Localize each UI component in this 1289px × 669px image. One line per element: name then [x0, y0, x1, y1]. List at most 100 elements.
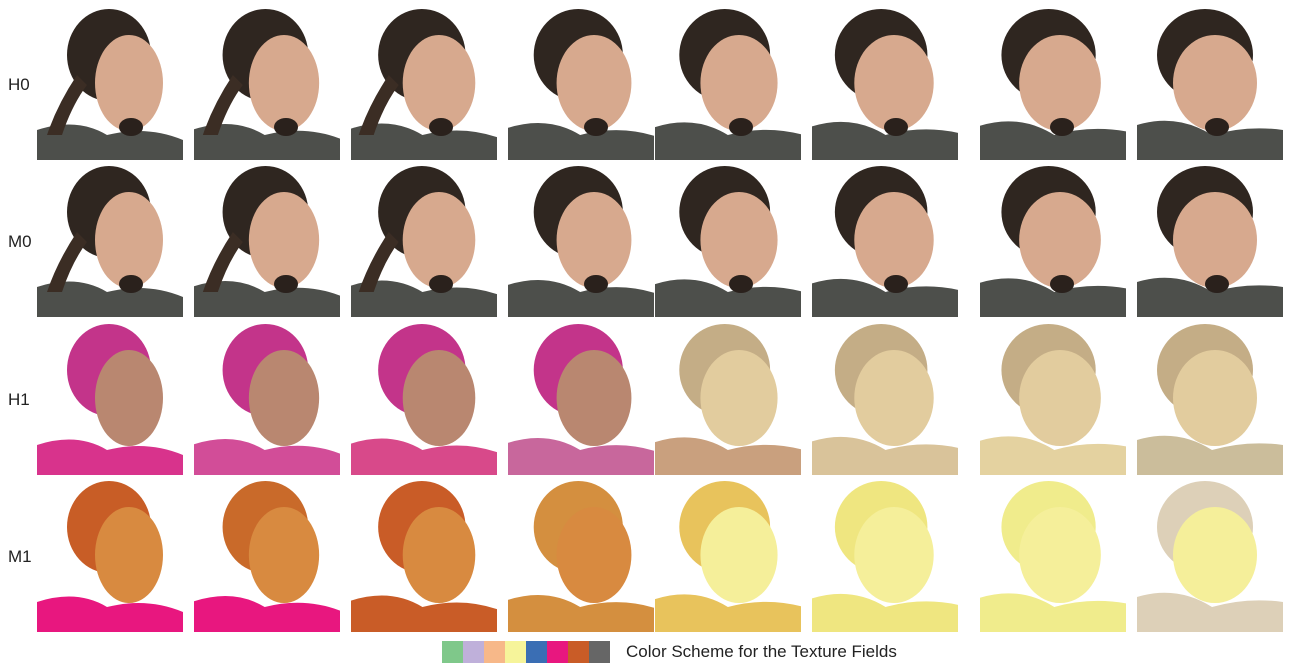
row-label-m0: M0: [8, 232, 32, 251]
goatee: [884, 275, 908, 293]
shoulders: [1137, 277, 1283, 317]
shoulders: [194, 281, 340, 317]
head-image: [812, 5, 958, 160]
head-image: [812, 320, 958, 475]
head-image: [812, 162, 958, 317]
face: [1173, 507, 1257, 603]
shoulders: [1137, 435, 1283, 475]
head-image: [980, 477, 1126, 632]
goatee: [429, 275, 453, 293]
head-image: [351, 5, 497, 160]
shoulders: [508, 594, 654, 632]
head-image: [980, 162, 1126, 317]
shoulders: [655, 437, 801, 475]
goatee: [729, 118, 753, 136]
face: [1019, 192, 1101, 288]
head-image: [508, 320, 654, 475]
head-image: [194, 477, 340, 632]
face: [700, 192, 778, 288]
row-label-h1: H1: [8, 390, 30, 409]
legend-swatch: [505, 641, 526, 663]
face: [402, 192, 476, 288]
head-image: [194, 162, 340, 317]
shoulders: [508, 437, 654, 475]
legend-swatch: [463, 641, 484, 663]
goatee: [119, 118, 143, 136]
face: [1173, 350, 1257, 446]
goatee: [1050, 275, 1074, 293]
face: [248, 507, 320, 603]
face: [95, 35, 163, 131]
shoulders: [194, 596, 340, 632]
shoulders: [1137, 592, 1283, 632]
ponytail: [47, 232, 87, 292]
head-image: [351, 162, 497, 317]
row-label-h0: H0: [8, 75, 30, 94]
shoulders: [351, 438, 497, 475]
head-image: [1137, 477, 1283, 632]
face: [402, 35, 476, 131]
face: [402, 507, 476, 603]
head-image: [980, 320, 1126, 475]
shoulders: [980, 436, 1126, 475]
shoulders: [812, 278, 958, 317]
face: [1019, 350, 1101, 446]
face: [1019, 507, 1101, 603]
legend-swatches: [442, 641, 610, 663]
shoulders: [980, 278, 1126, 317]
goatee: [429, 118, 453, 136]
shoulders: [812, 436, 958, 475]
face: [248, 35, 320, 131]
shoulders: [37, 596, 183, 632]
face: [854, 192, 934, 288]
goatee: [729, 275, 753, 293]
face: [854, 350, 934, 446]
shoulders: [508, 279, 654, 317]
head-image: [37, 162, 183, 317]
ponytail: [202, 232, 243, 292]
face: [700, 35, 778, 131]
ponytail: [47, 75, 87, 135]
head-image: [37, 477, 183, 632]
face: [556, 192, 632, 288]
legend-caption: Color Scheme for the Texture Fields: [626, 642, 897, 661]
face: [95, 507, 163, 603]
head-image: [655, 477, 801, 632]
face: [95, 192, 163, 288]
goatee: [1205, 275, 1229, 293]
shoulders: [194, 124, 340, 160]
goatee: [274, 275, 298, 293]
ponytail: [358, 232, 399, 292]
face: [556, 35, 632, 131]
legend-swatch: [568, 641, 589, 663]
shoulders: [655, 279, 801, 317]
face: [1019, 35, 1101, 131]
shoulders: [812, 121, 958, 160]
goatee: [1050, 118, 1074, 136]
shoulders: [508, 122, 654, 160]
shoulders: [655, 594, 801, 632]
face: [248, 192, 320, 288]
head-image: [1137, 320, 1283, 475]
ponytail: [358, 75, 399, 135]
head-image: [1137, 162, 1283, 317]
face: [556, 507, 632, 603]
head-image: [508, 162, 654, 317]
color-scheme-legend: Color Scheme for the Texture Fields: [442, 641, 897, 663]
goatee: [584, 118, 608, 136]
face: [248, 350, 320, 446]
face: [556, 350, 632, 446]
goatee: [584, 275, 608, 293]
head-image: [812, 477, 958, 632]
face: [700, 350, 778, 446]
legend-swatch: [547, 641, 568, 663]
legend-swatch: [484, 641, 505, 663]
shoulders: [980, 121, 1126, 160]
head-image: [194, 320, 340, 475]
shoulders: [655, 122, 801, 160]
ponytail: [202, 75, 243, 135]
shoulders: [37, 124, 183, 160]
head-image: [37, 320, 183, 475]
face: [1173, 192, 1257, 288]
row-label-m1: M1: [8, 547, 32, 566]
